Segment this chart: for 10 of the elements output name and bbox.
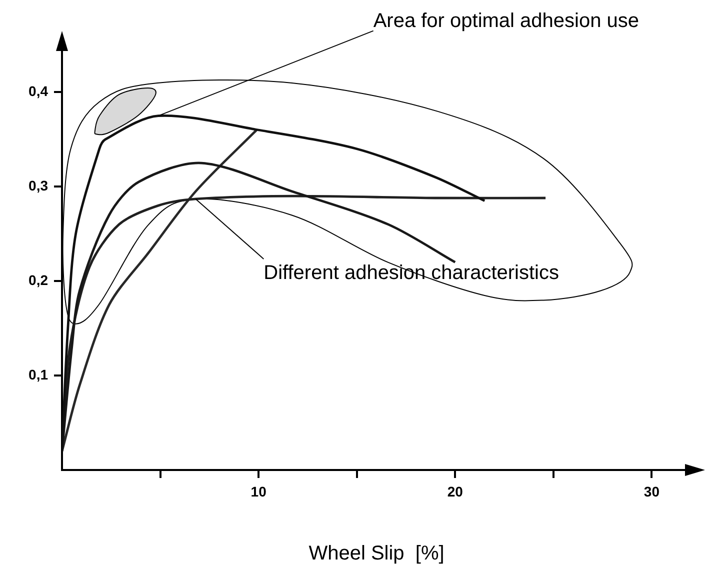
y-tick-label: 0,1 bbox=[28, 366, 48, 382]
y-tick-label: 0,2 bbox=[28, 272, 48, 288]
y-tick-label: 0,4 bbox=[28, 83, 48, 100]
x-tick-label: 30 bbox=[644, 483, 660, 500]
x-tick-label: 20 bbox=[447, 483, 464, 500]
y-tick-label: 0,3 bbox=[28, 178, 48, 194]
annotation: Area for optimal adhesion use bbox=[373, 10, 640, 32]
x-axis-title: Wheel Slip [%] bbox=[308, 542, 444, 565]
annotation: Different adhesion characteristics bbox=[264, 262, 560, 284]
x-tick-label: 10 bbox=[250, 483, 267, 500]
